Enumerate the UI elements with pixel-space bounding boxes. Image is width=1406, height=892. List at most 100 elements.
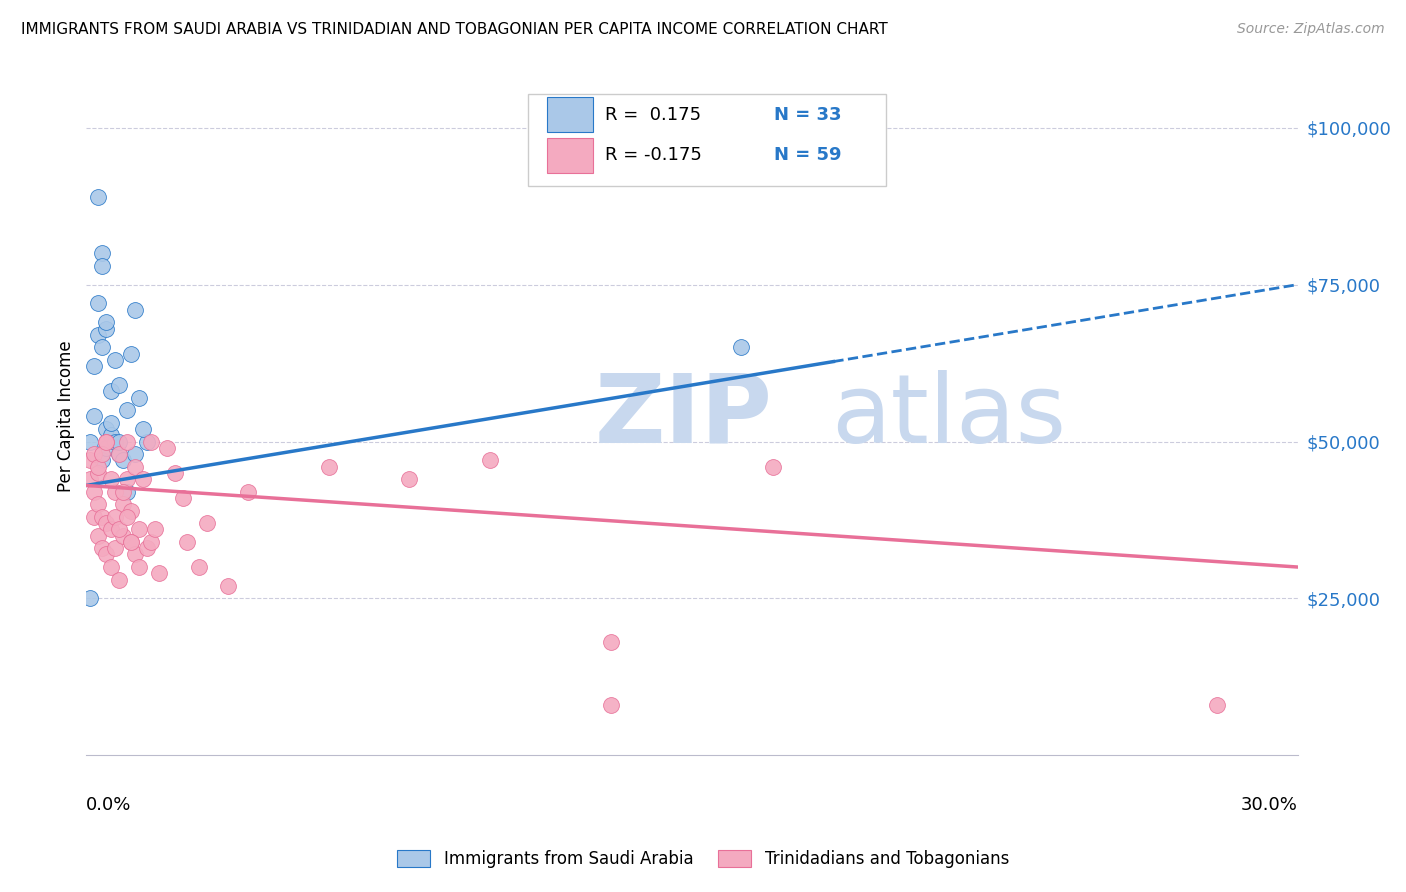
Text: IMMIGRANTS FROM SAUDI ARABIA VS TRINIDADIAN AND TOBAGONIAN PER CAPITA INCOME COR: IMMIGRANTS FROM SAUDI ARABIA VS TRINIDAD… [21,22,887,37]
Point [87,190,110,204]
Point [124,302,146,317]
Point [87,466,110,480]
Point [96,516,118,530]
Point [96,422,118,436]
Point [79,591,101,606]
Point [111,453,134,467]
Point [91,453,114,467]
Point [91,447,114,461]
Point [115,434,138,449]
Point [83,359,105,374]
Point [318,459,340,474]
Bar [547,137,593,173]
Point [600,698,623,713]
Point [87,497,110,511]
Point [128,522,150,536]
Point [107,522,129,536]
Text: Source: ZipAtlas.com: Source: ZipAtlas.com [1237,22,1385,37]
Point [96,441,118,455]
Point [100,428,122,442]
Point [79,472,101,486]
Point [132,472,155,486]
Point [124,548,146,562]
Point [111,497,134,511]
Point [135,541,157,556]
Point [115,403,138,417]
Text: N = 59: N = 59 [775,146,842,164]
Point [87,529,110,543]
Point [107,378,129,392]
Point [111,529,134,543]
Point [236,484,259,499]
Point [79,453,101,467]
Point [91,259,114,273]
Point [91,340,114,354]
Point [96,315,118,329]
Point [165,466,187,480]
Point [139,535,162,549]
Point [100,384,122,399]
Point [135,434,157,449]
Text: 30.0%: 30.0% [1241,796,1298,814]
Point [128,391,150,405]
Point [398,472,420,486]
Point [188,560,211,574]
Point [120,535,142,549]
Point [176,535,198,549]
Text: R =  0.175: R = 0.175 [605,106,702,124]
Point [156,441,179,455]
Point [87,327,110,342]
Point [143,522,166,536]
Point [83,509,105,524]
Point [148,566,170,581]
Point [128,560,150,574]
Point [115,509,138,524]
Point [600,635,623,649]
Point [100,416,122,430]
Point [100,472,122,486]
Point [91,246,114,260]
Point [79,434,101,449]
Point [115,472,138,486]
Point [96,321,118,335]
Bar [547,97,593,132]
Point [103,509,125,524]
Y-axis label: Per Capita Income: Per Capita Income [58,341,75,492]
Text: atlas: atlas [831,370,1067,463]
Point [107,573,129,587]
Point [87,296,110,310]
Text: R = -0.175: R = -0.175 [605,146,702,164]
Point [111,484,134,499]
Point [96,548,118,562]
Point [172,491,194,505]
Text: ZIP: ZIP [595,370,773,463]
Point [100,522,122,536]
Point [124,459,146,474]
FancyBboxPatch shape [529,95,886,186]
Point [120,346,142,360]
Text: 0.0%: 0.0% [86,796,132,814]
Point [124,447,146,461]
Point [132,422,155,436]
Point [83,409,105,424]
Point [217,579,239,593]
Point [479,453,502,467]
Point [107,447,129,461]
Point [87,459,110,474]
Point [103,352,125,367]
Point [107,447,129,461]
Point [197,516,219,530]
Legend: Immigrants from Saudi Arabia, Trinidadians and Tobagonians: Immigrants from Saudi Arabia, Trinidadia… [391,843,1015,875]
Point [120,503,142,517]
Point [96,434,118,449]
Point [139,434,162,449]
Point [103,434,125,449]
Point [96,434,118,449]
Point [1206,698,1229,713]
Text: N = 33: N = 33 [775,106,842,124]
Point [115,484,138,499]
Point [91,509,114,524]
Point [83,484,105,499]
Point [91,541,114,556]
Point [107,434,129,449]
